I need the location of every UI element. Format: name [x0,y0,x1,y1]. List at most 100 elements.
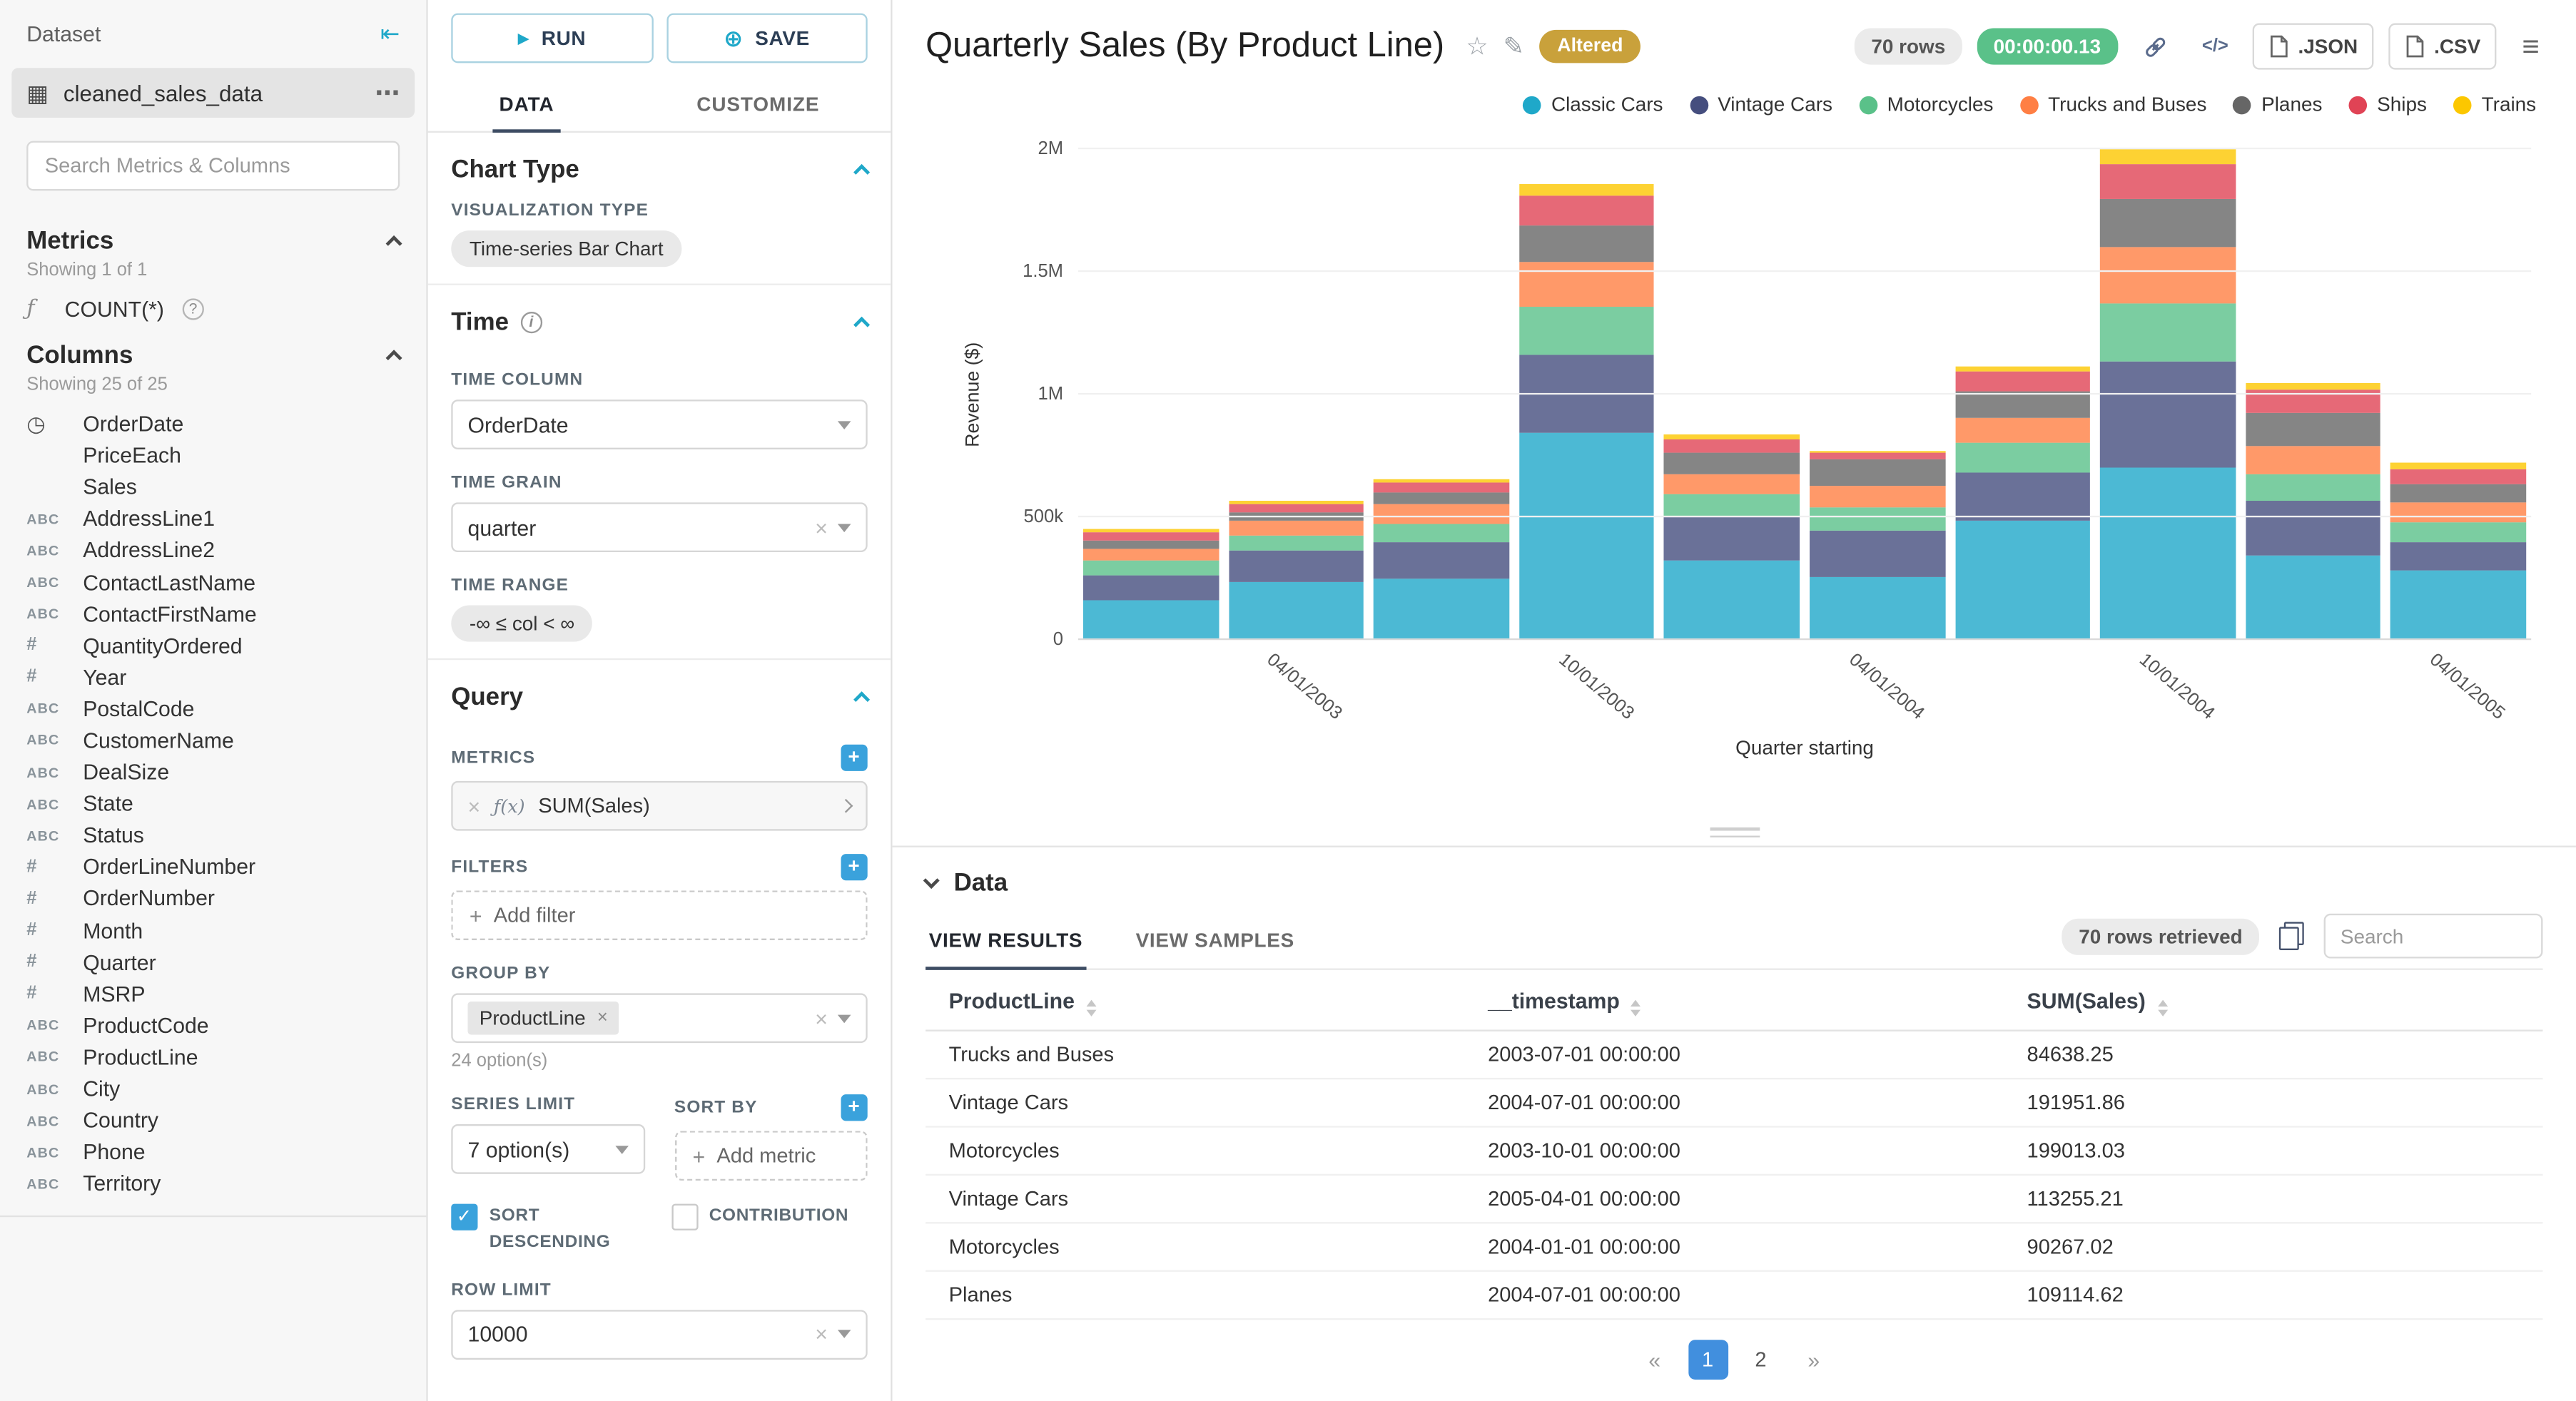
checkbox-checked-icon[interactable]: ✓ [451,1203,478,1231]
bar-segment[interactable] [2390,522,2527,543]
collapse-sidebar-icon[interactable]: ⇤ [380,19,400,47]
export-json-button[interactable]: .JSON [2253,23,2375,70]
row-limit-select[interactable]: 10000 × [451,1309,868,1359]
add-metric-plus-button[interactable]: + [841,744,868,771]
edit-title-icon[interactable]: ✎ [1503,33,1524,62]
bar-stack[interactable] [1224,149,1369,638]
embed-code-button[interactable]: </> [2191,23,2238,70]
series-limit-select[interactable]: 7 option(s) [451,1124,645,1174]
column-item[interactable]: ABC PostalCode [26,693,400,724]
tab-customize[interactable]: CUSTOMIZE [696,93,820,116]
bar-segment[interactable] [1374,479,1509,482]
time-column-select[interactable]: OrderDate [451,399,868,449]
bar-segment[interactable] [2390,503,2527,523]
bar-segment[interactable] [1374,504,1509,525]
bar-segment[interactable] [1082,531,1219,541]
column-item[interactable]: PriceEach [26,439,400,471]
bar-segment[interactable] [1954,442,2091,472]
column-header[interactable]: ProductLine [926,977,1465,1031]
bar-segment[interactable] [1954,366,2091,372]
bar-segment[interactable] [1082,574,1219,601]
column-item[interactable]: # Month [26,915,400,946]
sort-icon[interactable] [1631,999,1642,1017]
bar-segment[interactable] [2390,483,2527,504]
bar-segment[interactable] [2245,555,2381,638]
bar-segment[interactable] [1374,482,1509,494]
query-section-header[interactable]: Query [451,676,871,721]
bar-segment[interactable] [2100,149,2236,164]
remove-tag-icon[interactable]: × [597,1008,608,1029]
bar-segment[interactable] [1228,504,1364,513]
bar-segment[interactable] [1954,418,2091,443]
bar-segment[interactable] [1374,541,1509,579]
add-filter-plus-button[interactable]: + [841,854,868,881]
save-button[interactable]: ⊕ SAVE [666,13,868,63]
bar-segment[interactable] [1664,434,1800,439]
legend-item[interactable]: Planes [2233,93,2322,116]
bar-segment[interactable] [2245,445,2381,475]
pagination-prev[interactable]: « [1648,1347,1661,1372]
bar-segment[interactable] [2245,413,2381,446]
pagination-page-2[interactable]: 2 [1755,1347,1767,1372]
tab-view-results[interactable]: VIEW RESULTS [926,915,1086,969]
copy-link-button[interactable] [2132,23,2178,70]
metric-chip-sum-sales[interactable]: × ƒ(x) SUM(Sales) [451,780,868,831]
column-header[interactable]: SUM(Sales) [2003,977,2543,1031]
bar-segment[interactable] [1228,501,1364,504]
legend-item[interactable]: Motorcycles [1859,93,1993,116]
legend-item[interactable]: Ships [2348,93,2427,116]
column-item[interactable]: ABC Phone [26,1136,400,1168]
altered-badge[interactable]: Altered [1538,29,1641,63]
checkbox-unchecked-icon[interactable] [671,1203,698,1231]
bar-segment[interactable] [2245,501,2381,556]
bar-segment[interactable] [1082,600,1219,638]
export-csv-button[interactable]: .CSV [2389,23,2498,70]
bar-segment[interactable] [1082,561,1219,575]
column-item[interactable]: ABC Country [26,1104,400,1136]
column-item[interactable]: # MSRP [26,978,400,1009]
bar-segment[interactable] [1954,391,2091,419]
time-section-header[interactable]: Time i [451,302,871,347]
column-item[interactable]: ◷ OrderDate [26,408,400,439]
bar-segment[interactable] [1228,582,1364,638]
bar-segment[interactable] [1809,452,1945,460]
dataset-selector[interactable]: ▦ cleaned_sales_data ⋯ [11,68,415,118]
bar-segment[interactable] [1374,578,1509,638]
bar-segment[interactable] [1809,451,1945,453]
columns-section-header[interactable]: Columns [26,342,402,370]
copy-icon[interactable] [2278,922,2304,950]
info-icon[interactable]: i [520,312,542,334]
group-by-tag[interactable]: ProductLine × [467,1001,620,1035]
legend-item[interactable]: Vintage Cars [1689,93,1832,116]
bar-segment[interactable] [1374,524,1509,542]
column-item[interactable]: # Quarter [26,946,400,977]
bar-segment[interactable] [2390,469,2527,484]
bar-segment[interactable] [1228,521,1364,536]
bar-segment[interactable] [2245,474,2381,501]
bar-segment[interactable] [2100,467,2236,638]
column-item[interactable]: ABC DealSize [26,756,400,788]
column-item[interactable]: # OrderLineNumber [26,851,400,882]
bar-segment[interactable] [1809,577,1945,638]
bar-segment[interactable] [1082,548,1219,561]
bar-stack[interactable] [1950,149,2096,638]
column-header[interactable]: __timestamp [1464,977,2004,1031]
bar-segment[interactable] [1809,506,1945,531]
bar-segment[interactable] [1082,529,1219,532]
bar-stack[interactable] [1805,149,1950,638]
bar-segment[interactable] [1664,560,1800,638]
bar-segment[interactable] [2390,542,2527,570]
bar-segment[interactable] [1518,306,1655,355]
bar-segment[interactable] [1809,459,1945,486]
column-item[interactable]: ABC Status [26,820,400,851]
chart-type-section-header[interactable]: Chart Type [451,149,871,194]
pagination-next[interactable]: » [1807,1347,1820,1372]
column-item[interactable]: ABC State [26,788,400,819]
search-metrics-columns-input[interactable] [26,141,400,191]
pagination-page-1[interactable]: 1 [1688,1340,1728,1380]
legend-item[interactable]: Trucks and Buses [2019,93,2206,116]
bar-segment[interactable] [1518,183,1655,196]
column-item[interactable]: # QuantityOrdered [26,630,400,661]
column-item[interactable]: ABC CustomerName [26,725,400,756]
bar-segment[interactable] [1664,439,1800,453]
